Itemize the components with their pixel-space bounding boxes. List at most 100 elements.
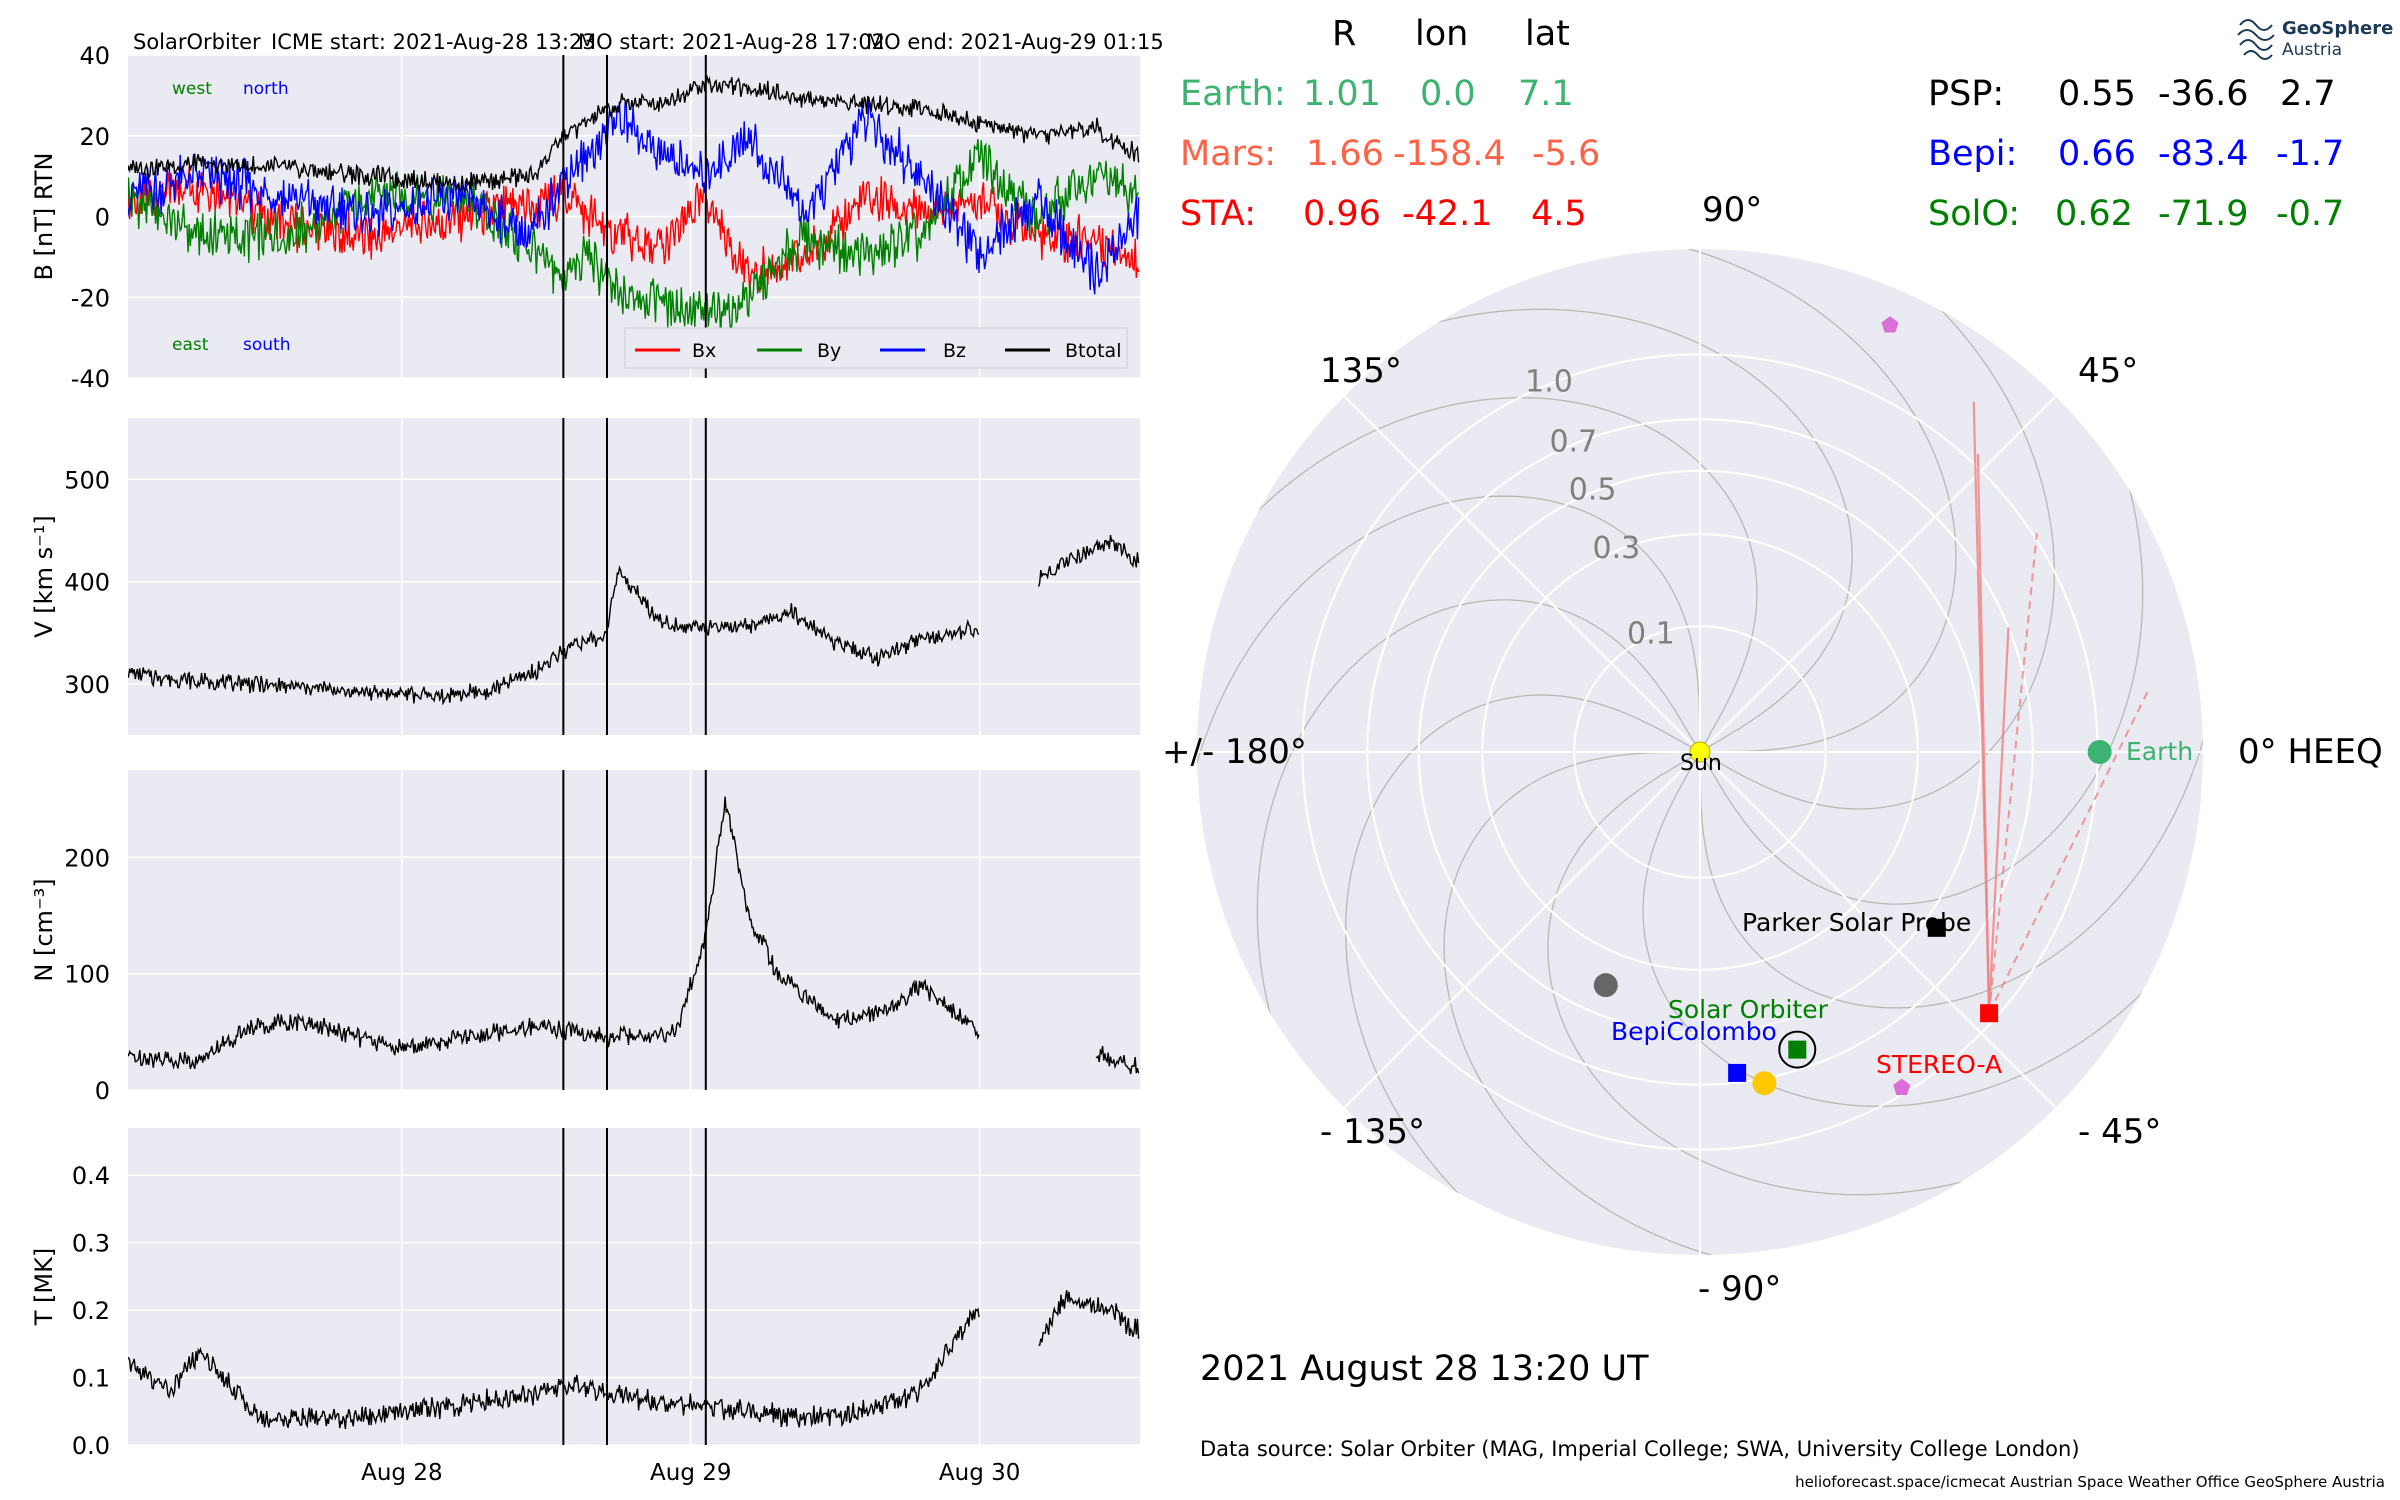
y-tick-label: 0.3 — [72, 1230, 110, 1258]
parker-spiral-line — [1699, 415, 2144, 905]
row-label: PSP: — [1928, 74, 2004, 114]
table-row-solo: SolO: 0.62 -71.9 -0.7 — [1928, 194, 2344, 234]
table-row-sta: STA: 0.96 -42.1 4.5 — [1180, 194, 1587, 234]
stereo-a-fov-line — [1987, 627, 2010, 1014]
y-tick-label: 500 — [64, 466, 110, 494]
panel-temp: 0.0 0.1 0.2 0.3 0.4 T [MK] Aug 28 Aug 29 Aug 30 — [30, 1128, 1140, 1486]
row-lat: 4.5 — [1531, 194, 1587, 234]
y-tick-label: -20 — [71, 284, 110, 312]
table-header-lat: lat — [1525, 14, 1570, 54]
y-axis-label: B [nT] RTN — [30, 153, 58, 281]
row-label: SolO: — [1928, 194, 2020, 234]
angular-grid-line — [1699, 751, 2057, 1109]
parker-spiral-line — [1256, 599, 1701, 1089]
row-r: 0.96 — [1303, 194, 1381, 234]
positions-table: R lon lat Earth: 1.01 0.0 7.1 Mars: 1.66… — [1180, 14, 2344, 234]
parker-spiral-line — [1197, 495, 1701, 842]
y-tick-label: 100 — [64, 961, 110, 989]
psp-label: Parker Solar Probe — [1742, 908, 1971, 937]
y-tick-label: 200 — [64, 844, 110, 872]
angular-grid-line — [1699, 395, 2057, 753]
angle-label-90: 90° — [1702, 190, 1762, 230]
table-row-bepi: Bepi: 0.66 -83.4 -1.7 — [1928, 134, 2344, 174]
west-annotation: west — [172, 79, 212, 99]
row-r: 1.01 — [1303, 74, 1381, 114]
table-row-psp: PSP: 0.55 -36.6 2.7 — [1928, 74, 2336, 114]
parker-spiral-line — [1642, 751, 2195, 1107]
polar-orbit-plot: 0.1 0.3 0.5 0.7 1.0 — [1197, 249, 2203, 1255]
north-annotation: north — [243, 79, 289, 99]
series-group — [128, 74, 1140, 338]
series-line-by — [128, 139, 1140, 338]
row-lat: -1.7 — [2276, 134, 2344, 174]
parker-spiral-line — [1443, 751, 1790, 1255]
stereo-a-label: STEREO-A — [1876, 1050, 2002, 1079]
stereo-a-fov-line — [1976, 453, 1991, 1014]
mo-end-label: MO end: 2021-Aug-29 01:15 — [866, 30, 1164, 54]
angle-label-180: +/- 180° — [1162, 732, 1307, 772]
y-tick-label: 0.0 — [72, 1432, 110, 1460]
legend-box — [624, 327, 1128, 369]
mag-legend: Bx By Bz Btotal — [624, 327, 1128, 369]
logo-icon — [2237, 19, 2275, 60]
solar-orbiter-marker — [1788, 1040, 1807, 1059]
series-group — [128, 534, 1140, 706]
row-lon: 0.0 — [1420, 74, 1476, 114]
legend-bz-label: Bz — [943, 340, 966, 362]
pentagon-marker-lower — [1893, 1078, 1911, 1095]
legend-bx-label: Bx — [692, 340, 716, 362]
angle-label-135: 135° — [1320, 351, 1402, 391]
series-line-density — [128, 796, 1140, 1075]
venus-marker — [1752, 1071, 1777, 1096]
credits: helioforecast.space/icmecat Austrian Spa… — [1795, 1473, 2385, 1491]
solo-label: Solar Orbiter — [1668, 995, 1829, 1024]
angular-grid-line — [1343, 751, 1701, 1109]
y-tick-label: 0.2 — [72, 1297, 110, 1325]
row-lat: -5.6 — [1532, 134, 1600, 174]
sun-label: Sun — [1680, 751, 1722, 776]
panel-mag: -40 -20 0 20 40 B [nT] RTN — [30, 42, 1140, 393]
earth-marker — [2087, 740, 2112, 764]
angle-label-minus135: - 135° — [1320, 1112, 1425, 1152]
legend-by-label: By — [817, 340, 841, 362]
bepicolombo-marker — [1728, 1063, 1747, 1082]
row-r: 0.62 — [2055, 194, 2133, 234]
parker-spiral-line — [1205, 397, 1758, 753]
logo-line2: Austria — [2282, 40, 2342, 60]
icme-start-label: ICME start: 2021-Aug-28 13:23 — [271, 30, 596, 54]
y-tick-label: 0 — [95, 204, 110, 232]
y-tick-label: 300 — [64, 671, 110, 699]
parker-spiral-line — [1699, 662, 2203, 1009]
y-axis-label: V [km s⁻¹] — [30, 515, 58, 637]
y-tick-label: 0.4 — [72, 1162, 110, 1190]
row-label: STA: — [1180, 194, 1256, 234]
stereo-a-fov-dashed — [1988, 688, 2150, 1014]
logo-line1: GeoSphere — [2282, 18, 2393, 39]
parker-solar-probe-marker — [1927, 918, 1946, 937]
series-line-btotal — [128, 74, 1140, 193]
row-lat: 7.1 — [1518, 74, 1574, 114]
row-r: 1.66 — [1306, 134, 1384, 174]
radial-tick-label: 0.7 — [1550, 425, 1598, 460]
data-source: Data source: Solar Orbiter (MAG, Imperia… — [1200, 1437, 2080, 1461]
earth-label: Earth — [2126, 737, 2193, 766]
field-direction-annotations: west north east south — [172, 79, 290, 355]
bepi-label: BepiColombo — [1611, 1017, 1777, 1046]
mo-start-label: MO start: 2021-Aug-28 17:02 — [578, 30, 885, 54]
table-row-mars: Mars: 1.66 -158.4 -5.6 — [1180, 134, 1600, 174]
x-tick-label: Aug 28 — [361, 1460, 443, 1486]
polar-inner — [1197, 249, 2203, 1255]
x-tick-label: Aug 30 — [939, 1460, 1021, 1486]
pentagon-marker-upper — [1881, 316, 1899, 333]
series-group — [128, 1290, 1140, 1430]
radial-tick-label: 0.1 — [1627, 616, 1675, 651]
y-tick-label: 400 — [64, 569, 110, 597]
row-lon: -42.1 — [1402, 194, 1493, 234]
solar-orbiter-ring — [1778, 1030, 1817, 1069]
table-header-lon: lon — [1415, 14, 1468, 54]
panel-background — [128, 418, 1140, 735]
sun-marker — [1689, 741, 1711, 763]
timestamp: 2021 August 28 13:20 UT — [1200, 1349, 1649, 1389]
